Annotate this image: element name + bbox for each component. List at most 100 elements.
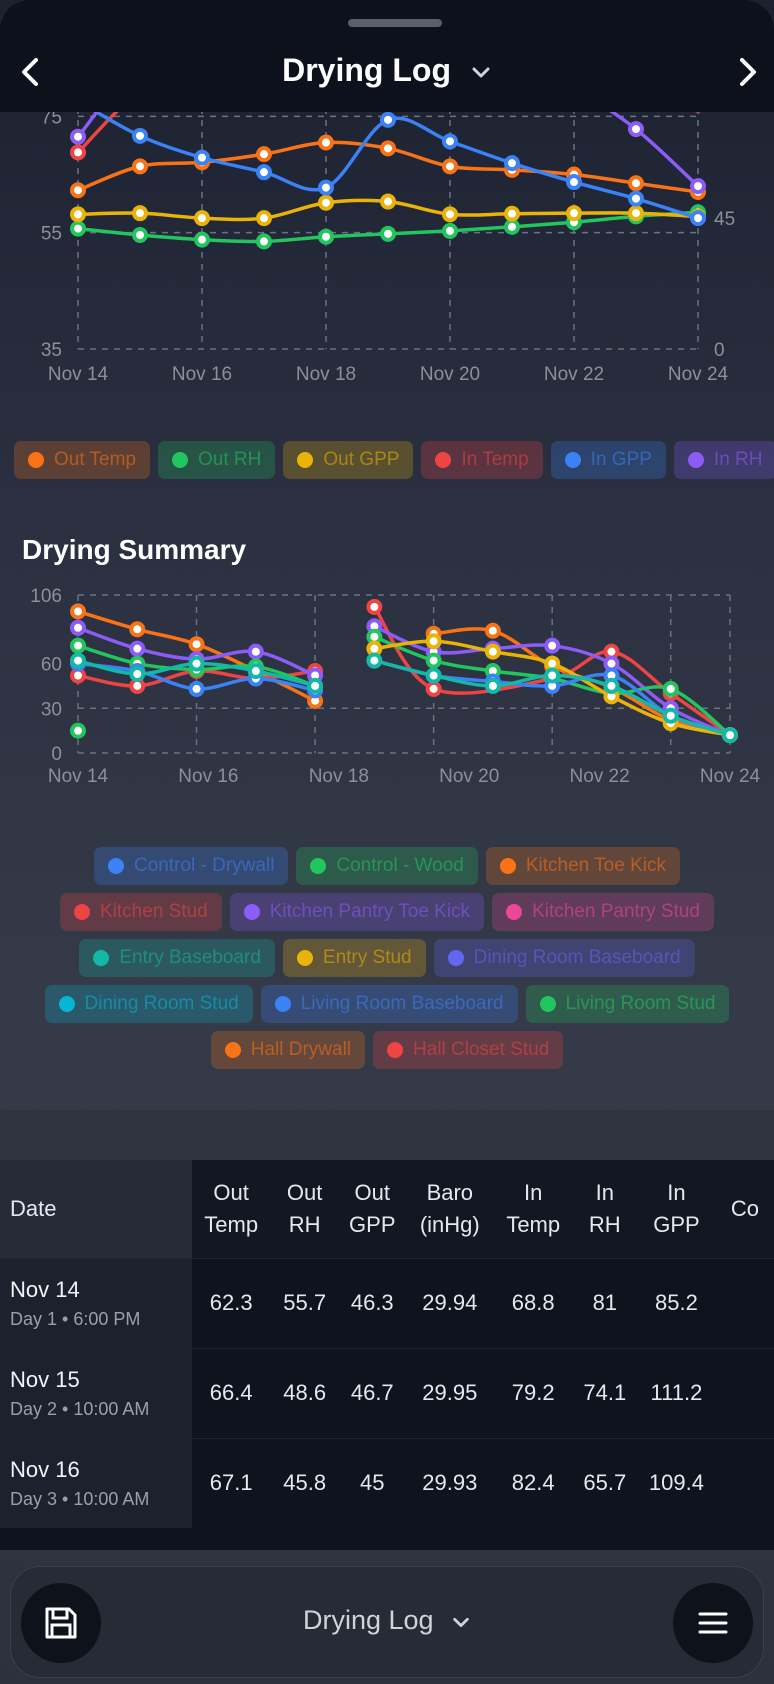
sheet-grabber[interactable] <box>348 19 442 27</box>
legend-label: Out Temp <box>54 449 137 470</box>
legend-item[interactable]: Dining Room Baseboard <box>433 939 695 977</box>
column-header[interactable]: In RH <box>572 1160 638 1258</box>
legend-label: Out GPP <box>323 449 400 470</box>
data-point <box>70 182 86 199</box>
data-point <box>425 667 442 684</box>
column-header[interactable]: Date <box>0 1160 192 1258</box>
x-tick: Nov 16 <box>172 364 232 385</box>
legend-item[interactable]: Out GPP <box>283 441 414 479</box>
data-point <box>628 190 644 207</box>
drying-summary-title: Drying Summary <box>22 534 247 565</box>
data-point <box>256 146 272 163</box>
y-tick-right: 0 <box>714 340 725 361</box>
legend-item[interactable]: In RH <box>673 441 774 479</box>
value-cell: 67.1 <box>191 1437 271 1528</box>
chevron-down-icon <box>470 54 492 91</box>
legend-item[interactable]: Control - Wood <box>296 847 478 885</box>
data-point <box>194 149 210 166</box>
value-cell: 45 <box>338 1437 406 1528</box>
section-divider <box>0 1110 774 1160</box>
data-point <box>504 155 520 172</box>
column-header[interactable]: Baro (inHg) <box>405 1160 494 1258</box>
x-tick: Nov 18 <box>296 364 356 385</box>
legend-item[interactable]: Control - Drywall <box>94 847 289 885</box>
legend-item[interactable]: Out RH <box>158 441 276 479</box>
data-point <box>194 231 210 248</box>
data-point <box>628 175 644 192</box>
x-tick: Nov 22 <box>544 364 604 385</box>
data-point <box>247 663 264 680</box>
legend-item[interactable]: Dining Room Stud <box>44 985 253 1023</box>
legend-item[interactable]: Hall Closet Stud <box>373 1031 564 1069</box>
table-header-row: Date Out Temp Out RH Out GPP Baro (inHg) In Temp In… <box>0 1160 774 1258</box>
legend-item[interactable]: Kitchen Stud <box>60 893 222 931</box>
legend-row: Hall Drywall Hall Closet Stud <box>0 1031 774 1069</box>
legend-item[interactable]: Kitchen Pantry Toe Kick <box>229 893 485 931</box>
value-cell <box>715 1437 774 1528</box>
value-cell: 65.7 <box>572 1437 638 1528</box>
back-chevron-icon[interactable] <box>12 52 52 92</box>
date-cell: Nov 16 Day 3 • 10:00 AM <box>0 1437 192 1528</box>
legend-dot-icon <box>506 904 523 920</box>
legend-item[interactable]: In GPP <box>550 441 666 479</box>
legend-dot-icon <box>539 996 556 1012</box>
readings-table[interactable]: Date Out Temp Out RH Out GPP Baro (inHg) In Temp In… <box>0 1160 774 1550</box>
table-row[interactable]: Nov 15 Day 2 • 10:00 AM 66.4 48.6 46.7 29.95 7… <box>0 1347 774 1438</box>
bottom-title-dropdown[interactable]: Drying Log <box>11 1605 763 1636</box>
column-header[interactable]: In GPP <box>637 1160 716 1258</box>
top-nav-bar: Drying Log <box>0 0 774 112</box>
table-row[interactable]: Nov 16 Day 3 • 10:00 AM 67.1 45.8 45 29.93 82.… <box>0 1437 774 1528</box>
menu-button[interactable] <box>673 1583 753 1663</box>
forward-chevron-icon[interactable] <box>726 52 766 92</box>
legend-item[interactable]: Living Room Stud <box>525 985 730 1023</box>
data-point <box>318 194 334 211</box>
legend-item[interactable]: In Temp <box>421 441 543 479</box>
value-cell <box>715 1347 774 1438</box>
page-title: Drying Log <box>282 52 451 88</box>
x-tick: Nov 20 <box>420 364 480 385</box>
x-tick: Nov 24 <box>668 364 729 385</box>
column-header[interactable]: In Temp <box>493 1160 573 1258</box>
column-header[interactable]: Out Temp <box>191 1160 271 1258</box>
legend-row: Control - Drywall Control - Wood Kitchen T… <box>0 847 774 885</box>
data-point <box>484 677 501 694</box>
x-tick: Nov 14 <box>48 766 109 787</box>
data-point <box>628 205 644 222</box>
legend-item[interactable]: Entry Stud <box>282 939 426 977</box>
floppy-disk-icon <box>45 1607 77 1639</box>
value-cell: 66.4 <box>191 1347 271 1438</box>
legend-label: Hall Drywall <box>250 1039 352 1060</box>
title-dropdown[interactable]: Drying Log <box>0 52 774 91</box>
data-point <box>132 205 148 222</box>
data-point <box>307 677 324 694</box>
data-point <box>380 140 396 157</box>
legend-dot-icon <box>499 858 516 874</box>
data-point <box>380 112 396 128</box>
save-button[interactable] <box>21 1583 101 1663</box>
data-point <box>132 226 148 243</box>
column-header[interactable]: Out GPP <box>338 1160 406 1258</box>
legend-item[interactable]: Out Temp <box>14 441 151 479</box>
legend-label: Entry Baseboard <box>119 947 261 968</box>
legend-item[interactable]: Kitchen Toe Kick <box>485 847 680 885</box>
x-tick: Nov 20 <box>439 766 499 787</box>
data-point <box>380 193 396 210</box>
legend-item[interactable]: Hall Drywall <box>210 1031 366 1069</box>
data-point <box>722 727 738 744</box>
data-point <box>504 218 520 235</box>
legend-item[interactable]: Living Room Baseboard <box>260 985 518 1023</box>
x-tick: Nov 14 <box>48 364 109 385</box>
table-row[interactable]: Nov 14 Day 1 • 6:00 PM 62.3 55.7 46.3 29.94 68… <box>0 1257 774 1348</box>
legend-item[interactable]: Entry Baseboard <box>79 939 275 977</box>
legend-label: Kitchen Pantry Toe Kick <box>269 901 471 922</box>
value-cell: 81 <box>572 1257 638 1348</box>
legend-item[interactable]: Kitchen Pantry Stud <box>492 893 714 931</box>
legend-dot-icon <box>447 950 464 966</box>
column-header[interactable]: Out RH <box>270 1160 339 1258</box>
legend-dot-icon <box>564 452 581 468</box>
legend-label: In Temp <box>461 449 529 470</box>
data-point <box>70 619 86 636</box>
column-header[interactable]: Co <box>715 1160 774 1258</box>
legend-dot-icon <box>58 996 75 1012</box>
legend-dot-icon <box>297 452 314 468</box>
